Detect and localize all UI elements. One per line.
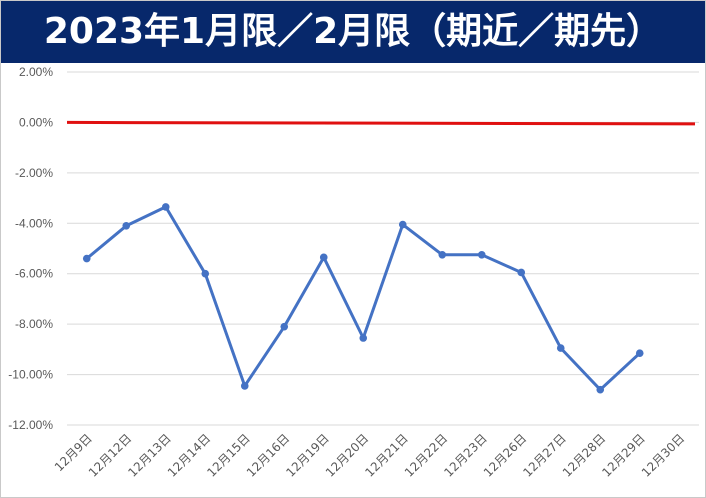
- y-tick-label: 2.00%: [19, 65, 53, 79]
- series-layer: [82, 203, 644, 394]
- data-point: [240, 382, 249, 390]
- y-tick-label: -4.00%: [15, 216, 53, 230]
- gridlines: [67, 71, 699, 426]
- y-tick-label: -8.00%: [15, 317, 53, 331]
- data-point: [596, 385, 605, 394]
- data-point: [398, 220, 407, 229]
- data-point: [319, 253, 328, 262]
- y-axis-ticks: 2.00% 0.00% -2.00% -4.00% -6.00% -8.00% -10.00…: [8, 65, 53, 432]
- x-axis-ticks: 12月9日12月12日12月13日12月14日12月15日12月16日12月19…: [52, 431, 688, 479]
- data-point: [161, 203, 170, 211]
- data-point: [122, 222, 131, 230]
- data-point: [201, 269, 210, 278]
- data-point: [635, 349, 644, 357]
- title-bar: 2023年1月限／2月限（期近／期先）: [1, 1, 705, 63]
- data-point: [477, 251, 486, 259]
- y-tick-label: -10.00%: [8, 368, 53, 382]
- y-tick-label: -12.00%: [8, 418, 53, 432]
- chart-title: 2023年1月限／2月限（期近／期先）: [43, 11, 663, 52]
- y-tick-label: -2.00%: [15, 166, 53, 180]
- data-point: [82, 254, 91, 263]
- data-point: [438, 251, 447, 259]
- x-tick-label: 12月30日: [639, 431, 687, 479]
- y-tick-label: -6.00%: [15, 267, 53, 281]
- y-tick-label: 0.00%: [19, 115, 53, 129]
- data-point: [556, 344, 565, 352]
- data-point: [359, 334, 368, 342]
- series-line: [85, 205, 641, 392]
- data-point: [280, 322, 289, 331]
- zero-reference-line: [66, 120, 696, 126]
- reference-layer: [66, 120, 696, 126]
- data-point: [517, 268, 526, 277]
